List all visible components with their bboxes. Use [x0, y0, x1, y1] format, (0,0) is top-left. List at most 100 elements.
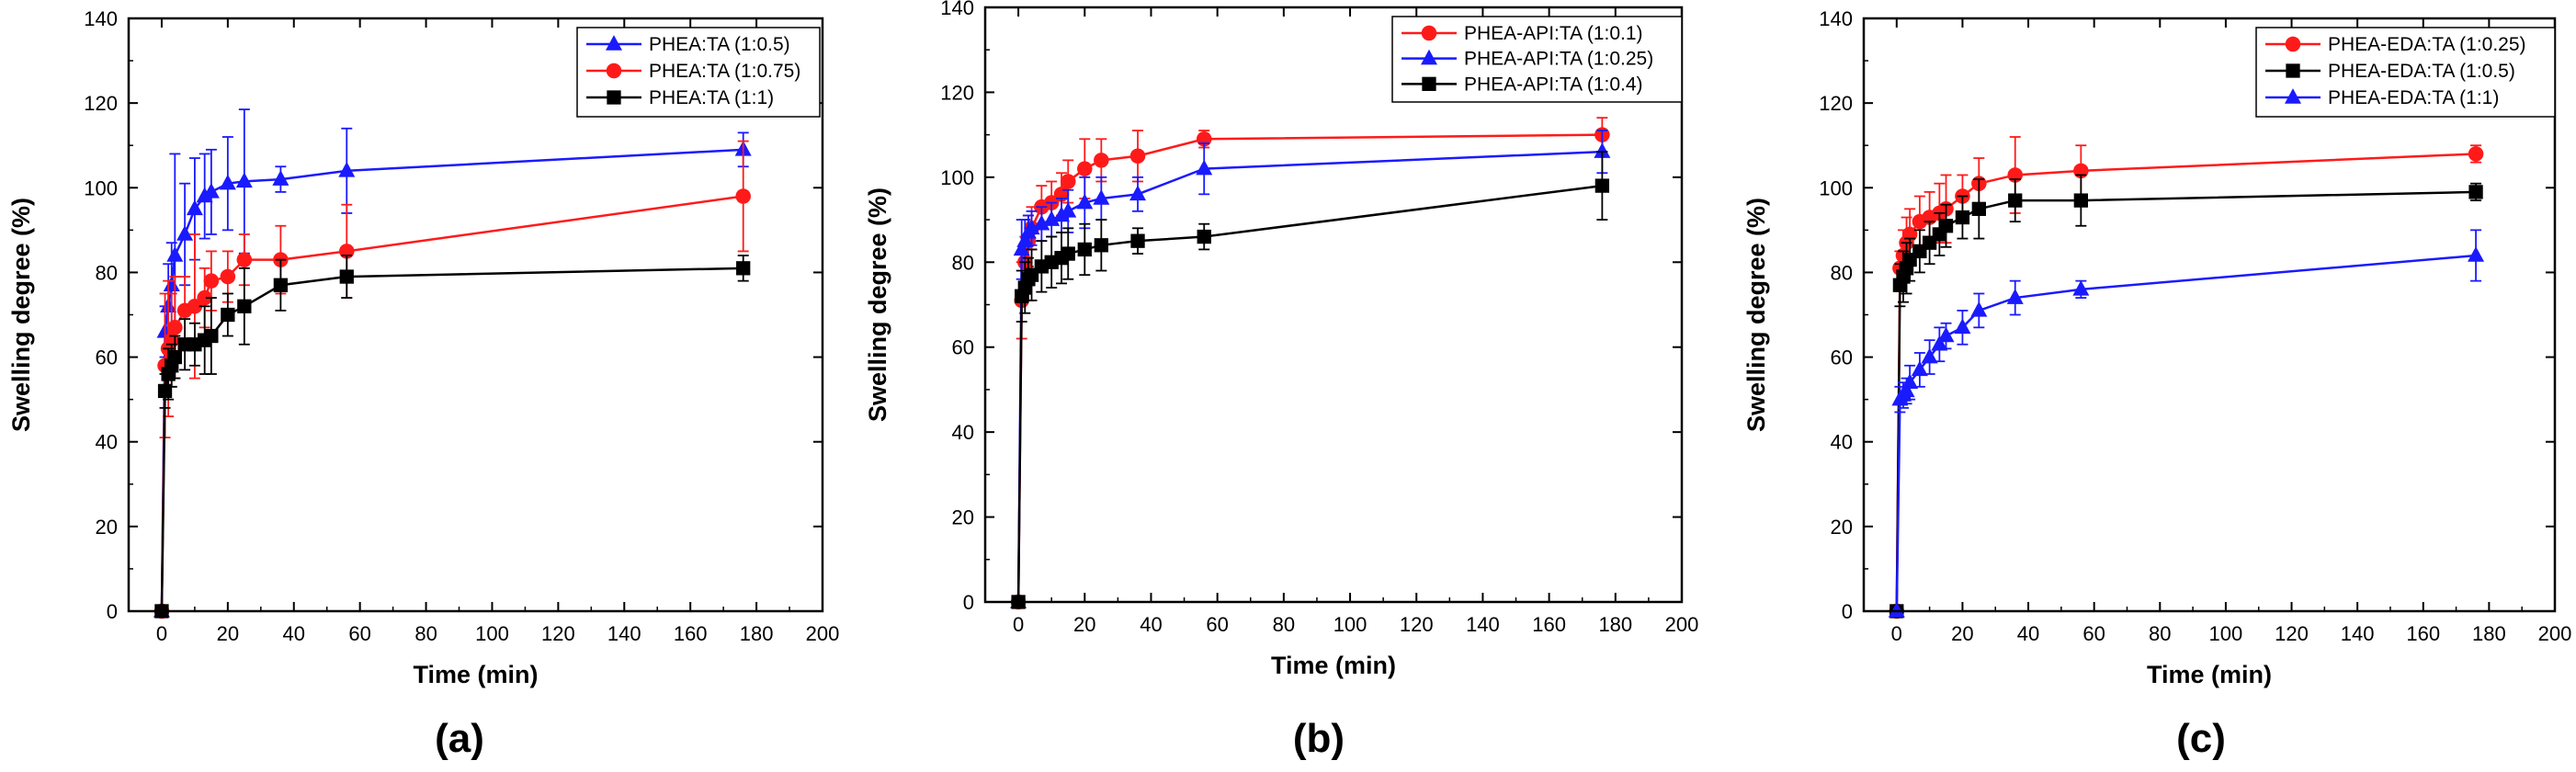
data-point — [237, 299, 252, 313]
y-tick-label: 60 — [1831, 346, 1853, 369]
data-point — [163, 276, 180, 291]
data-point — [1094, 238, 1108, 253]
data-point — [1911, 360, 1928, 377]
data-point — [197, 290, 212, 306]
y-tick-label: 20 — [1831, 516, 1853, 539]
data-point — [339, 269, 354, 284]
y-tick-label: 100 — [1819, 176, 1853, 199]
data-point — [1594, 142, 1611, 158]
y-tick-label: 60 — [952, 336, 974, 359]
series-line — [1895, 153, 2477, 612]
data-point — [1130, 233, 1145, 248]
data-point — [1129, 185, 1147, 201]
data-point — [273, 278, 289, 292]
data-point — [204, 328, 219, 344]
legend: PHEA:TA (1:0.5) PHEA:TA (1:0.75) PHEA:TA (… — [576, 27, 821, 118]
y-tick-label: 0 — [107, 600, 118, 623]
data-point — [606, 62, 622, 79]
plot-frame — [983, 6, 1684, 604]
data-point — [1076, 193, 1094, 210]
x-tick-label: 40 — [1140, 613, 1162, 636]
y-tick-label: 20 — [952, 506, 974, 529]
data-point — [176, 225, 194, 241]
y-tick-label: 120 — [940, 81, 974, 104]
y-tick-label: 120 — [84, 92, 118, 115]
series-1 — [153, 108, 752, 618]
x-tick-label: 160 — [1532, 613, 1566, 636]
data-point — [1901, 373, 1919, 389]
data-point — [736, 261, 751, 276]
series-3 — [1888, 229, 2485, 618]
y-axis-title: Swelling degree (%) — [864, 187, 891, 422]
series-line — [1895, 254, 2477, 612]
x-tick-label: 160 — [674, 622, 708, 645]
y-tick-label: 140 — [940, 0, 974, 19]
x-tick-label: 0 — [156, 622, 167, 645]
series-line — [160, 148, 743, 612]
data-point — [167, 349, 182, 365]
x-tick-label: 180 — [2472, 622, 2506, 645]
data-point — [735, 188, 751, 204]
data-point — [1938, 219, 1954, 233]
series-line — [160, 267, 743, 612]
y-tick-label: 80 — [96, 261, 118, 284]
x-tick-label: 200 — [1665, 613, 1699, 636]
data-point — [1937, 326, 1955, 343]
legend-label: PHEA-API:TA (1:0.25) — [1464, 49, 1653, 70]
y-axis-title: Swelling degree (%) — [1742, 198, 1770, 432]
data-point — [221, 307, 235, 323]
data-point — [1013, 240, 1030, 256]
data-point — [1888, 602, 1905, 618]
data-point — [1060, 201, 1077, 218]
data-point — [606, 35, 622, 51]
data-point — [1421, 25, 1437, 41]
x-axis-title: Time (min) — [413, 661, 538, 688]
data-point — [1077, 242, 1092, 257]
panel-label: (b) — [1293, 716, 1345, 761]
data-point — [1955, 210, 1970, 225]
data-point — [1093, 189, 1110, 205]
x-tick-label: 160 — [2406, 622, 2440, 645]
legend: PHEA-EDA:TA (1:0.25) PHEA-EDA:TA (1:0.5) P… — [2255, 27, 2556, 118]
data-point — [272, 170, 289, 186]
data-point — [166, 246, 184, 262]
data-point — [2072, 279, 2090, 296]
x-tick-label: 0 — [1013, 613, 1024, 636]
legend-label: PHEA-API:TA (1:0.4) — [1464, 74, 1643, 95]
y-tick-label: 100 — [940, 166, 974, 189]
data-point — [1421, 49, 1437, 65]
y-tick-label: 80 — [1831, 261, 1853, 284]
y-tick-label: 80 — [952, 251, 974, 274]
data-point — [1197, 229, 1211, 244]
x-tick-label: 120 — [541, 622, 575, 645]
data-point — [1921, 347, 1938, 364]
data-point — [2008, 193, 2023, 208]
data-point — [1043, 210, 1061, 226]
y-tick-label: 40 — [96, 431, 118, 454]
x-tick-label: 200 — [2538, 622, 2572, 645]
x-tick-label: 60 — [348, 622, 370, 645]
data-point — [1060, 174, 1076, 189]
data-point — [1971, 201, 1986, 216]
chart-panel-2: 0 20 40 60 80 100 120 140 160 180 200 0 20 40 60 80 100 1… — [864, 0, 1698, 761]
data-point — [2006, 289, 2024, 304]
data-point — [1970, 301, 1988, 317]
data-point — [1077, 161, 1093, 176]
legend-label: PHEA:TA (1:0.5) — [649, 34, 790, 55]
x-tick-label: 0 — [1891, 622, 1902, 645]
y-tick-label: 140 — [1819, 7, 1853, 30]
y-tick-label: 140 — [84, 7, 118, 30]
data-point — [607, 90, 621, 105]
legend-label: PHEA:TA (1:1) — [649, 87, 774, 108]
y-tick-label: 0 — [963, 591, 974, 614]
y-tick-label: 100 — [84, 176, 118, 199]
data-point — [2468, 146, 2484, 162]
plot-frame — [1862, 17, 2557, 613]
series-line — [1895, 190, 2477, 612]
y-tick-label: 120 — [1819, 92, 1853, 115]
data-point — [167, 320, 183, 335]
x-tick-label: 180 — [1598, 613, 1632, 636]
data-point — [1129, 148, 1146, 165]
chart-panel-3: 0 20 40 60 80 100 120 140 160 180 200 0 20 40 60 80 100 1… — [1742, 7, 2571, 761]
